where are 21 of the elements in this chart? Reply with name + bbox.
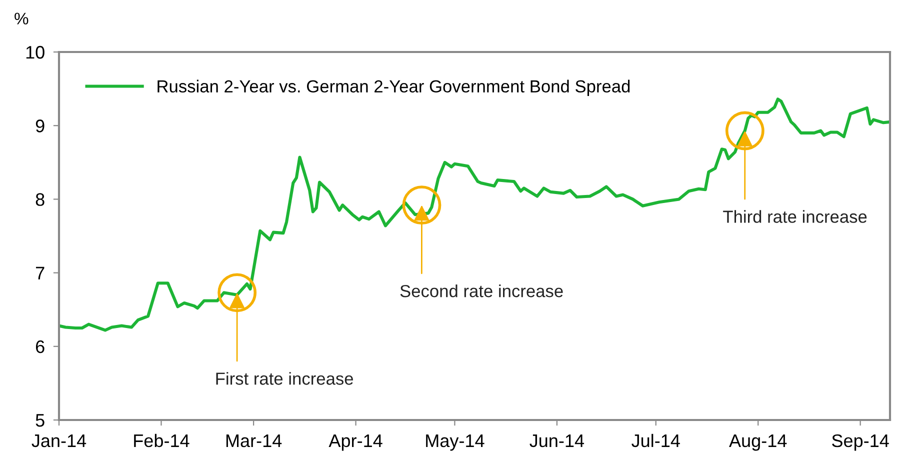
annotation: Third rate increase: [723, 210, 867, 223]
x-tick-label: Jun-14: [530, 434, 584, 448]
x-tick-label: Jul-14: [632, 434, 680, 448]
x-tick-label: Feb-14: [134, 434, 190, 448]
y-axis-title: %: [14, 12, 28, 24]
annotation: First rate increase: [216, 372, 354, 385]
y-tick-label: 6: [36, 340, 44, 354]
x-tick-label: Mar-14: [226, 434, 282, 448]
legend-label: Russian 2-Year vs. German 2-Year Government Bond Spread: [158, 80, 630, 96]
x-tick-label: Apr-14: [328, 434, 382, 451]
y-tick-label: 8: [36, 193, 44, 206]
y-tick-label: 5: [36, 414, 44, 427]
annotation: Second rate increase: [400, 284, 563, 298]
x-tick-label: Sep-14: [832, 434, 889, 451]
x-tick-label: May-14: [426, 434, 484, 451]
x-tick-label: Jan-14: [32, 434, 86, 448]
y-tick-label: 7: [36, 266, 44, 280]
line-series: [59, 98, 890, 332]
y-tick-label: 10: [26, 46, 44, 59]
x-tick-label: Aug-14: [729, 434, 787, 451]
y-tick-label: 9: [36, 120, 44, 132]
